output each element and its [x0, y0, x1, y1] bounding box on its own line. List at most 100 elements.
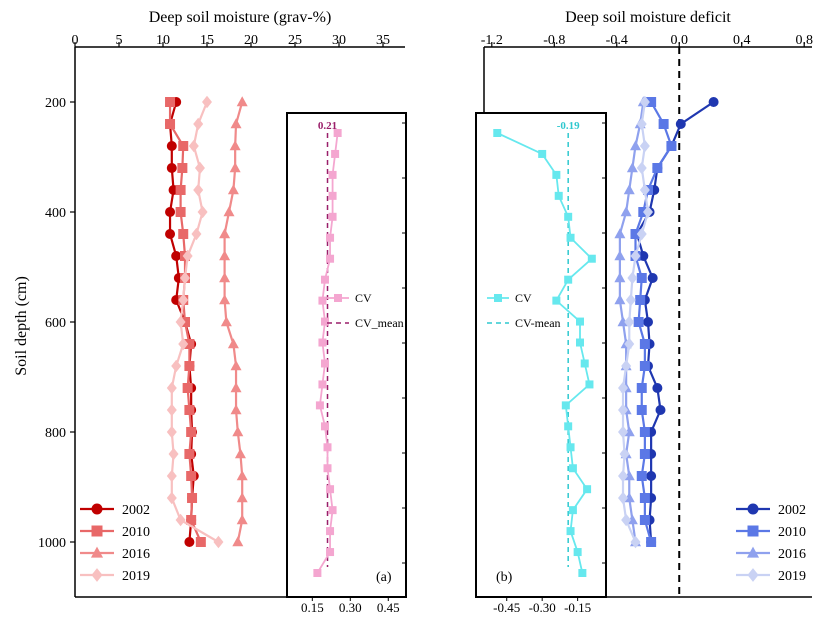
- cv-point: [578, 569, 587, 577]
- data-point-2016: [223, 206, 235, 217]
- data-point-2019: [625, 293, 636, 307]
- x-tick-label: 25: [288, 33, 302, 48]
- legend-marker-2016: [746, 546, 760, 558]
- cv-point: [326, 527, 335, 536]
- data-point-2002: [171, 251, 182, 261]
- cv-point: [326, 233, 335, 242]
- x-tick-label: 15: [200, 33, 214, 48]
- data-point-2016: [630, 140, 642, 151]
- cv-point: [564, 275, 573, 284]
- legend-label-2019: 2019: [122, 569, 150, 584]
- data-point-2010: [646, 97, 657, 107]
- data-point-2019: [194, 161, 205, 175]
- data-point-2016: [236, 470, 248, 481]
- cv-point: [561, 401, 570, 410]
- panel-a-x-axis-title: Deep soil moisture (grav-%): [149, 9, 332, 26]
- x-tick-label: 20: [244, 33, 258, 48]
- data-point-2019: [175, 513, 186, 527]
- data-point-2002: [652, 383, 663, 393]
- panel-b-inset: -0.45 -0.30 -0.15 -0.19 CV CV-mean: [475, 112, 607, 615]
- x-tick-label: 5: [116, 33, 123, 48]
- data-point-2016: [614, 272, 626, 283]
- data-point-2019: [643, 205, 653, 219]
- x-tick-label: 0.0: [670, 33, 688, 48]
- cv-point: [493, 129, 502, 137]
- x-tick-label: -1.2: [481, 33, 503, 48]
- data-point-2019: [618, 403, 629, 417]
- legend-marker-2010: [747, 525, 759, 537]
- data-point-2019: [166, 381, 177, 395]
- data-point-2019: [630, 249, 641, 263]
- data-point-2019: [166, 403, 177, 417]
- inset-legend-mean-label: CV-mean: [515, 316, 561, 330]
- inset-legend-cv-label: CV: [355, 291, 372, 305]
- data-point-2016: [219, 272, 231, 283]
- data-point-2019: [639, 139, 650, 153]
- data-point-2002: [675, 119, 686, 129]
- data-point-2019: [166, 425, 177, 439]
- data-point-2002: [643, 317, 653, 327]
- data-point-2010: [177, 163, 188, 173]
- data-point-2016: [230, 382, 242, 393]
- y-axis-title: Soil depth (cm): [13, 276, 30, 376]
- cv-point: [576, 317, 584, 326]
- data-point-2016: [623, 184, 635, 195]
- data-point-2010: [184, 339, 195, 349]
- data-point-2019: [202, 95, 212, 109]
- cv-point: [568, 464, 577, 473]
- data-point-2010: [666, 141, 677, 151]
- cv-point: [566, 443, 575, 452]
- x-tick-label: 0.8: [795, 33, 813, 48]
- legend-label-2002: 2002: [122, 503, 150, 518]
- data-point-2019: [619, 447, 630, 461]
- cv-point: [326, 485, 335, 494]
- y-tick-label: 400: [45, 206, 66, 221]
- cv-point: [576, 338, 584, 347]
- data-point-2002: [655, 405, 666, 415]
- panel-a-legend: 2002 2010 2016 2019: [80, 503, 150, 584]
- data-point-2016: [626, 162, 638, 173]
- data-point-2010: [636, 405, 647, 415]
- data-point-2010: [184, 405, 195, 415]
- cv-point: [552, 170, 561, 179]
- cv-point: [326, 254, 335, 263]
- cv-point: [328, 191, 337, 200]
- data-point-2019: [175, 315, 186, 329]
- inset-x-tick-label: 0.15: [301, 600, 324, 615]
- cv-point: [568, 506, 577, 515]
- cv-point: [552, 296, 561, 305]
- data-point-2010: [646, 537, 657, 547]
- data-point-2016: [229, 140, 241, 151]
- data-point-2002: [166, 141, 177, 151]
- data-point-2002: [165, 229, 176, 239]
- panel-a-inset: 0.15 0.30 0.45 0.21 CV CV_mean: [286, 112, 407, 615]
- cv-point: [587, 254, 596, 263]
- data-point-2019: [624, 337, 635, 351]
- cv-line: [496, 132, 594, 574]
- data-point-2010: [178, 229, 189, 239]
- cv-point: [585, 380, 594, 389]
- data-point-2010: [178, 141, 189, 151]
- data-point-2010: [652, 163, 663, 173]
- data-point-2010: [633, 317, 644, 327]
- data-point-2019: [180, 271, 190, 285]
- cv-point: [328, 212, 337, 221]
- data-point-2019: [627, 271, 638, 285]
- cv-mean-value-label: -0.19: [557, 120, 580, 132]
- data-point-2016: [229, 162, 241, 173]
- inset-frame: [475, 112, 607, 598]
- cv-point: [580, 359, 589, 368]
- data-point-2002: [184, 537, 195, 547]
- data-point-2016: [219, 294, 231, 305]
- data-point-2019: [639, 183, 650, 197]
- data-point-2019: [193, 183, 204, 197]
- data-point-2016: [230, 404, 242, 415]
- y-tick-label: 600: [45, 316, 66, 331]
- data-point-2019: [168, 447, 179, 461]
- data-point-2010: [175, 185, 186, 195]
- x-tick-label: 35: [376, 33, 390, 48]
- legend-label-2010: 2010: [122, 525, 150, 540]
- data-point-2010: [630, 229, 641, 239]
- data-point-2016: [236, 514, 248, 525]
- data-point-2019: [636, 227, 647, 241]
